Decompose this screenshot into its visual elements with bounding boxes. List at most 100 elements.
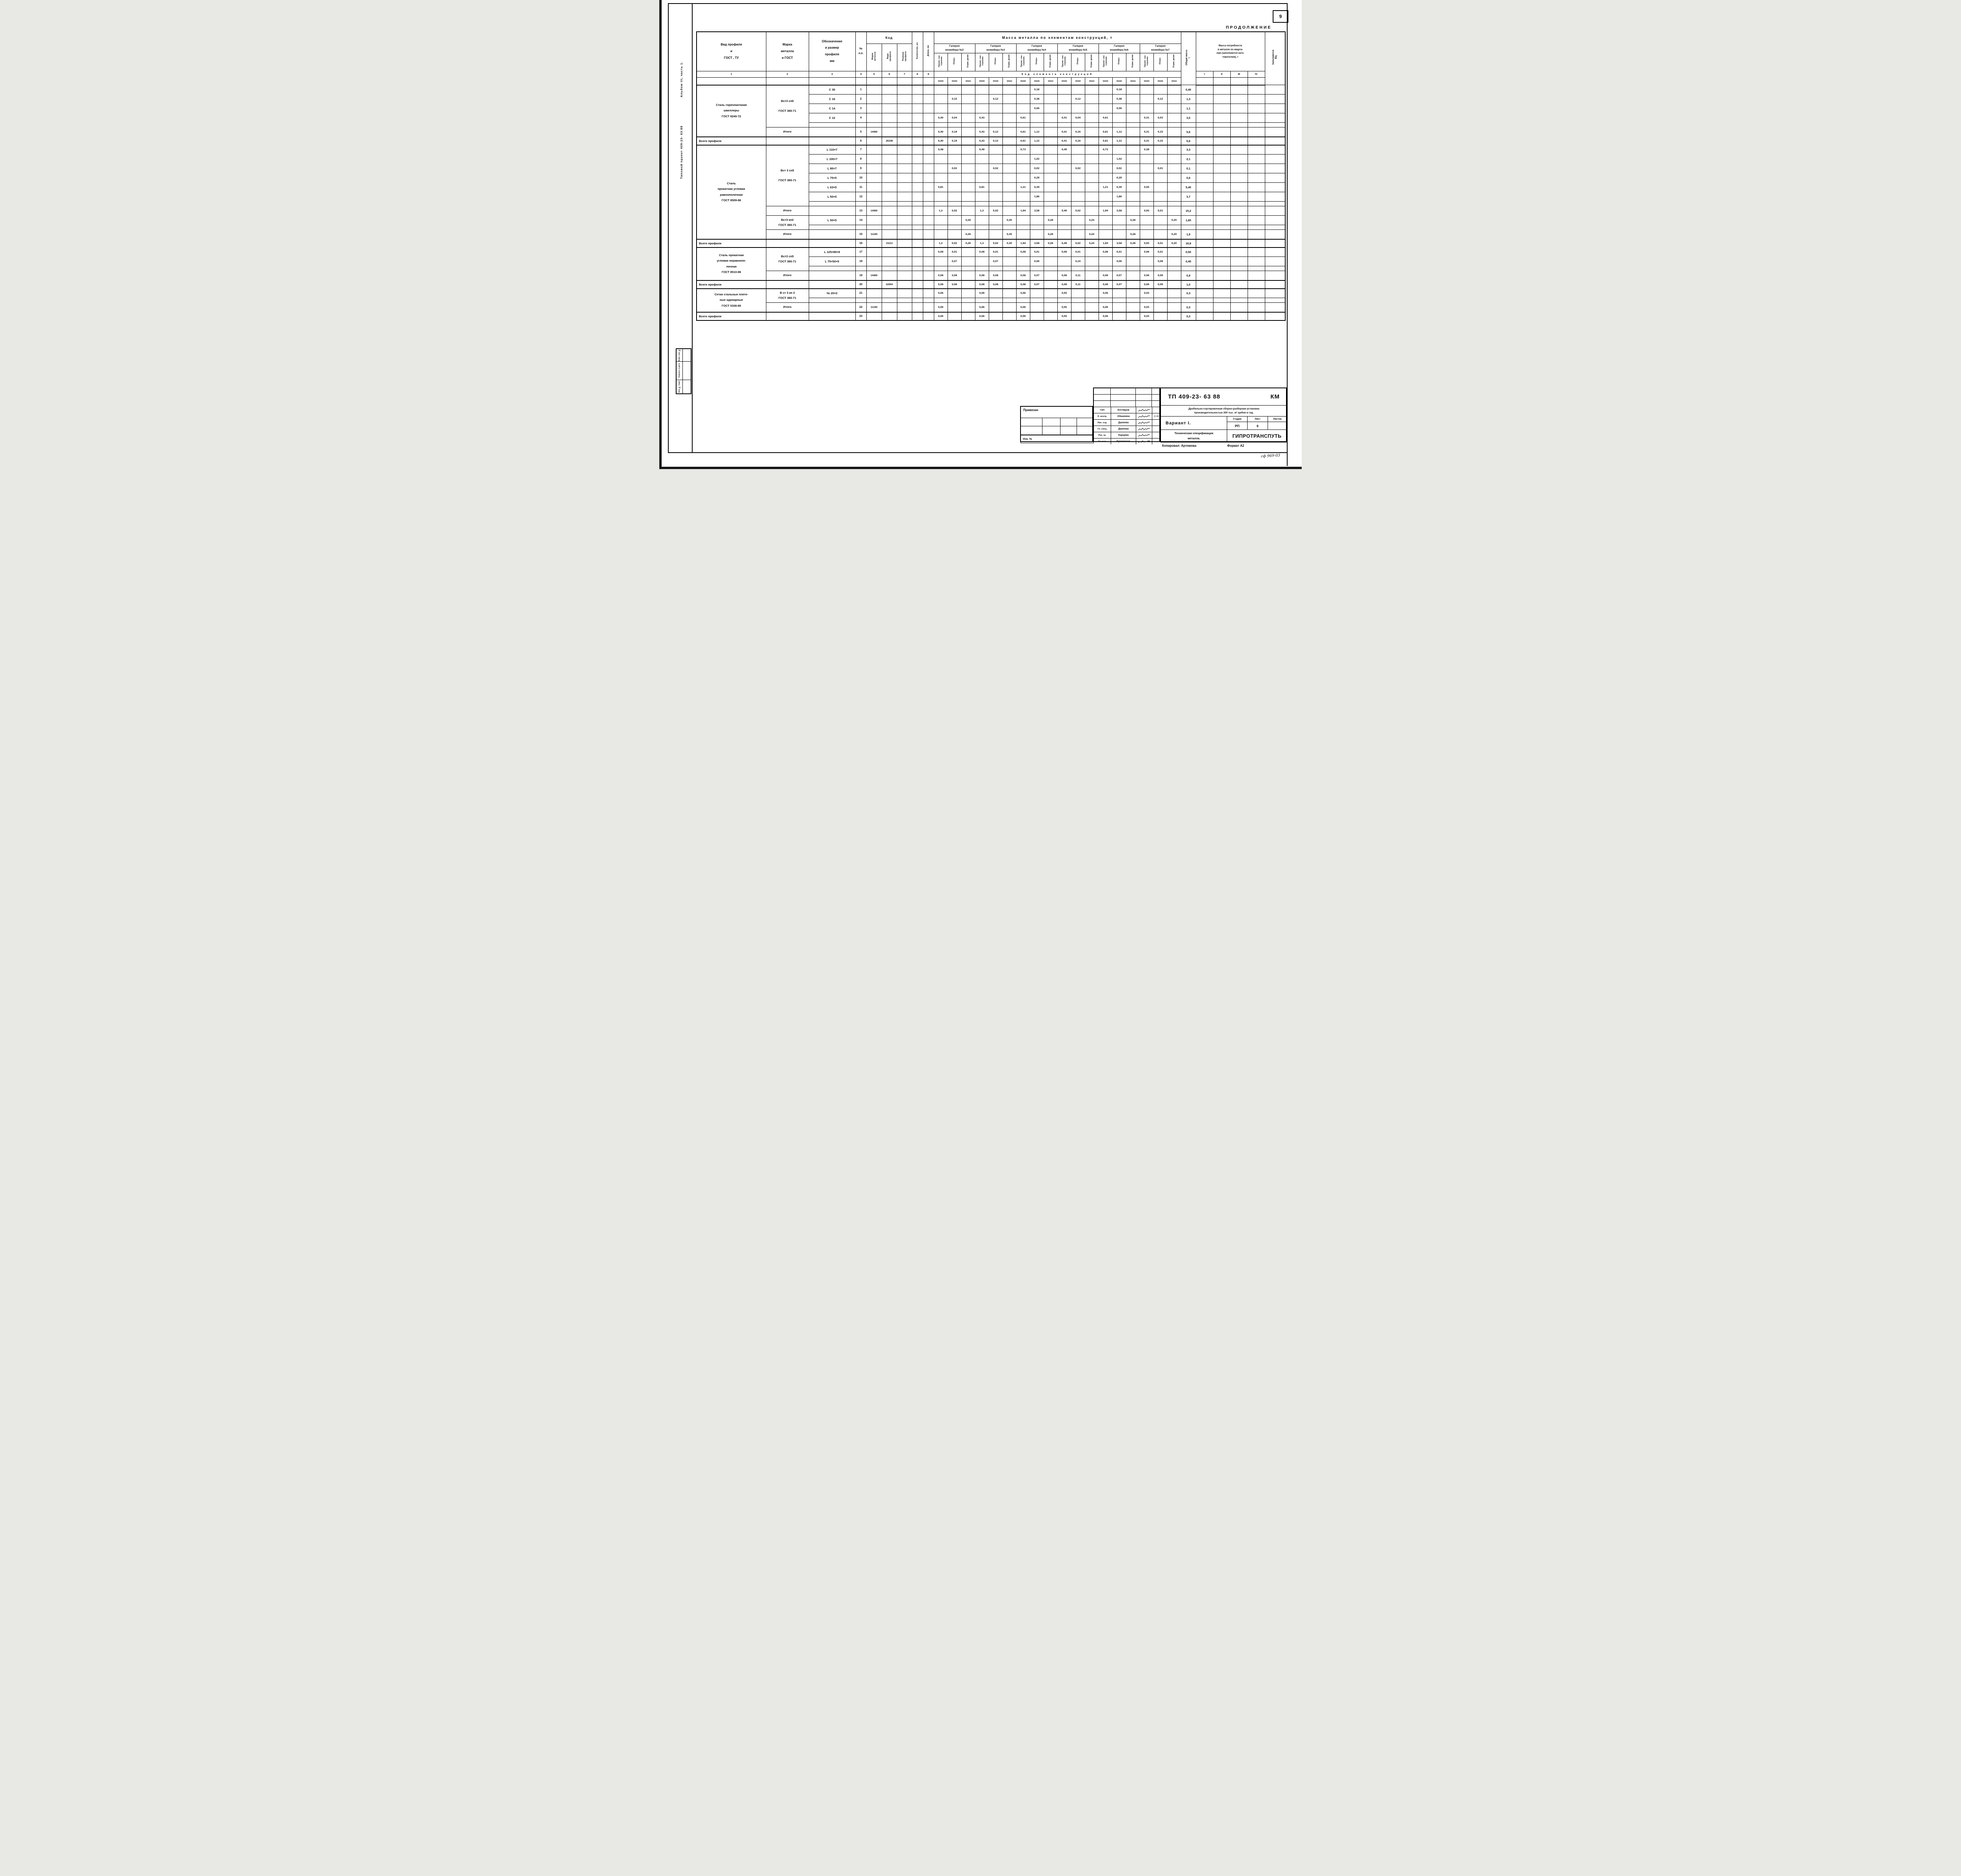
element-code: 526326 (1057, 77, 1071, 86)
quarter-cell (1195, 311, 1213, 321)
mass-cell (1167, 257, 1181, 266)
metal-grade-cell: Вст 3 сп5 ГОСТ 380-71 (766, 145, 809, 206)
mass-cell (1167, 298, 1181, 303)
total-mass-cell: 0,40 (1181, 85, 1196, 95)
mass-cell: 0,08 (975, 280, 989, 289)
quarter-cell (1247, 173, 1265, 183)
mass-cell (1043, 266, 1058, 271)
empty-cell (855, 77, 867, 86)
mass-cell (933, 215, 948, 225)
mass-cell (947, 298, 962, 303)
size-code-cell (897, 154, 912, 164)
mass-cell (1167, 136, 1181, 146)
mass-cell (1043, 298, 1058, 303)
revision-cell (1152, 395, 1160, 401)
profile-size-cell: С 14 (808, 104, 856, 113)
mass-cell (961, 247, 975, 257)
size-code-cell (897, 192, 912, 202)
vc-cell (1264, 266, 1286, 271)
mass-cell (961, 288, 975, 298)
mass-cell (1002, 257, 1017, 266)
quarter-cell (1213, 229, 1231, 239)
profile-size-cell: L 75×50×5 (808, 257, 856, 266)
quarter-cell (1195, 145, 1213, 155)
mass-cell (1126, 311, 1140, 321)
mass-cell (1098, 192, 1113, 202)
mass-cell (975, 164, 989, 173)
quarter-cell (1230, 225, 1248, 230)
mass-cell: 0,08 (1016, 280, 1030, 289)
signature-date (1152, 439, 1160, 444)
subcol-header: Ограж- дения (1002, 53, 1017, 71)
mass-cell: 1,02 (1030, 154, 1044, 164)
mass-cell (1016, 122, 1030, 127)
mass-cell: 3,58 (1030, 206, 1044, 216)
mass-cell (1057, 104, 1071, 113)
quantity-cell (911, 113, 923, 123)
vc-cell (1264, 311, 1286, 321)
mass-cell (1002, 302, 1017, 312)
mass-cell (1098, 122, 1113, 127)
empty-cell (808, 201, 856, 206)
mass-cell (1112, 229, 1126, 239)
profile-code-cell: 21113 (881, 238, 897, 248)
subcol-header: Ограж- дения (1167, 53, 1181, 71)
row-number-cell: 18 (855, 257, 867, 266)
mass-cell: 0,07 (947, 257, 962, 266)
mass-cell (961, 182, 975, 192)
subtotal-label: Итого (766, 229, 809, 239)
spec-table-head: Вид профиля и ГОСТ , ТУ Марка металла и Г… (696, 31, 1286, 86)
element-code: 526326 (1016, 77, 1030, 86)
mass-cell (1098, 85, 1113, 95)
mass-cell (1126, 136, 1140, 146)
total-profile-label: Всего профиля (696, 280, 766, 289)
quarter-cell (1247, 182, 1265, 192)
mass-cell (1167, 122, 1181, 127)
mass-cell: 0,06 (933, 288, 948, 298)
mass-cell (1084, 145, 1099, 155)
total-mass-cell: 1,1 (1181, 104, 1196, 113)
grade-code-cell (866, 113, 882, 123)
mass-cell: 0,12 (988, 136, 1003, 146)
quarter-cell (1195, 271, 1213, 280)
quarter-cell (1230, 206, 1248, 216)
mass-cell (1139, 122, 1154, 127)
mass-cell (961, 271, 975, 280)
row-number-cell: 13 (855, 206, 867, 216)
mass-cell: 0,03 (1139, 288, 1154, 298)
mass-cell: 1,94 (1016, 238, 1030, 248)
mass-cell: 0,56 (1112, 104, 1126, 113)
mass-cell: 0,61 (1098, 136, 1113, 146)
mass-cell (961, 85, 975, 95)
mass-cell: 0,08 (975, 271, 989, 280)
quantity-cell (911, 136, 923, 146)
mass-cell (1057, 215, 1071, 225)
signature-role: ГИП (1094, 407, 1111, 413)
subcol-header: Пролет- ное строение (1016, 53, 1030, 71)
total-profile-label: Всего профиля (696, 311, 766, 321)
mass-cell: 0,08 (1057, 271, 1071, 280)
mass-cell (1098, 225, 1113, 230)
element-code: 326244 (1084, 77, 1099, 86)
empty-cell (808, 280, 856, 289)
mass-cell (1084, 182, 1099, 192)
row-number-cell: 9 (855, 164, 867, 173)
table-row (697, 298, 1286, 303)
mass-cell (1030, 229, 1044, 239)
quarter-cell (1230, 280, 1248, 289)
mass-cell (1043, 145, 1058, 155)
mass-cell (988, 298, 1003, 303)
page-number: 9 (1279, 14, 1282, 19)
stage-value: РП (1227, 422, 1248, 430)
mass-cell (1153, 302, 1168, 312)
quantity-cell (911, 173, 923, 183)
profile-code-cell (881, 127, 897, 137)
mass-cell: 0,06 (1016, 302, 1030, 312)
signature-name: Данкова (1111, 420, 1136, 426)
signature-icon (1138, 434, 1150, 437)
mass-cell: 0,01 (1112, 247, 1126, 257)
total-mass-cell (1181, 225, 1196, 230)
quarter-cell (1247, 266, 1265, 271)
mass-cell (1043, 154, 1058, 164)
total-mass-cell: 1,0 (1181, 280, 1196, 289)
